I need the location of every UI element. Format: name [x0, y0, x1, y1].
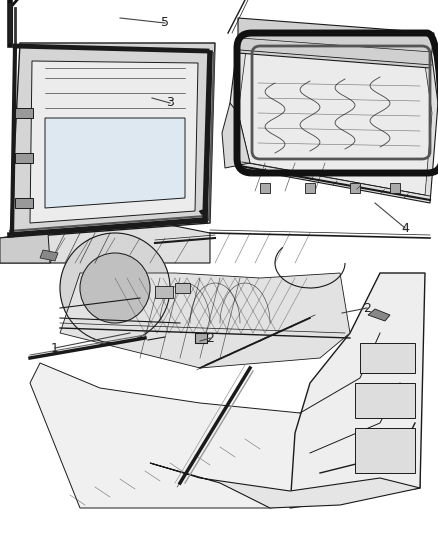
Bar — [360, 343, 415, 373]
Circle shape — [60, 233, 170, 343]
Polygon shape — [10, 43, 215, 238]
Text: 1: 1 — [51, 342, 59, 354]
Bar — [15, 153, 33, 163]
Polygon shape — [150, 463, 420, 508]
Bar — [155, 286, 173, 298]
Polygon shape — [222, 103, 250, 168]
Bar — [350, 183, 360, 193]
Polygon shape — [60, 273, 350, 368]
Bar — [355, 383, 415, 418]
Bar — [195, 333, 207, 343]
Polygon shape — [40, 250, 58, 261]
Polygon shape — [0, 233, 50, 263]
Bar — [390, 183, 400, 193]
Bar — [355, 428, 415, 473]
Text: 4: 4 — [401, 222, 409, 235]
Polygon shape — [0, 223, 210, 263]
Polygon shape — [30, 363, 420, 508]
Bar — [15, 108, 33, 118]
Bar — [175, 283, 190, 293]
Polygon shape — [238, 35, 432, 195]
Polygon shape — [238, 18, 434, 68]
Bar — [305, 183, 315, 193]
Text: 5: 5 — [161, 17, 169, 29]
Polygon shape — [8, 3, 12, 43]
Polygon shape — [290, 273, 425, 508]
Text: 2: 2 — [363, 302, 371, 314]
Text: 2: 2 — [206, 332, 214, 344]
Bar — [260, 183, 270, 193]
Polygon shape — [368, 309, 390, 321]
Circle shape — [80, 253, 150, 323]
Polygon shape — [230, 23, 438, 203]
Polygon shape — [45, 118, 185, 208]
Bar — [15, 198, 33, 208]
Text: 3: 3 — [166, 96, 174, 109]
Polygon shape — [30, 61, 198, 223]
